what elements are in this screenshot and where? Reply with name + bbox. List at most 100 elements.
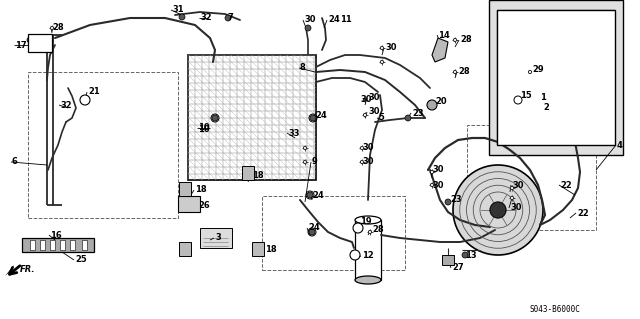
Circle shape: [307, 192, 313, 198]
Text: 30: 30: [385, 43, 397, 53]
Text: 30: 30: [432, 181, 444, 189]
Circle shape: [27, 37, 33, 43]
Text: 7: 7: [228, 13, 234, 23]
Circle shape: [511, 197, 514, 200]
Circle shape: [453, 165, 543, 255]
Text: 25: 25: [75, 256, 87, 264]
Bar: [497, 10, 615, 145]
Text: 6: 6: [12, 158, 18, 167]
Text: 17: 17: [15, 41, 27, 49]
Bar: [40, 240, 45, 250]
Polygon shape: [5, 265, 14, 276]
Text: 18: 18: [195, 186, 207, 195]
Text: 32: 32: [200, 13, 212, 23]
Text: 18: 18: [180, 246, 191, 255]
Text: 20: 20: [435, 98, 447, 107]
Bar: [252, 242, 264, 256]
Text: S043-B6000C: S043-B6000C: [530, 305, 581, 314]
Text: 3: 3: [215, 234, 221, 242]
Bar: [82, 240, 87, 250]
Text: 12: 12: [362, 251, 374, 261]
Text: 10: 10: [198, 125, 210, 135]
Bar: [179, 182, 191, 196]
Circle shape: [380, 60, 383, 63]
Circle shape: [405, 115, 411, 121]
Text: 1: 1: [540, 93, 546, 102]
Circle shape: [364, 98, 367, 101]
Text: 30: 30: [512, 181, 524, 189]
Text: 24: 24: [308, 224, 320, 233]
Circle shape: [490, 202, 506, 218]
Bar: [30, 240, 35, 250]
Text: 24: 24: [312, 190, 324, 199]
Text: 21: 21: [88, 87, 100, 97]
Text: 28: 28: [460, 35, 472, 44]
Ellipse shape: [355, 276, 381, 284]
Text: 4: 4: [617, 140, 623, 150]
Circle shape: [380, 46, 383, 49]
Circle shape: [51, 26, 54, 30]
Text: 30: 30: [510, 204, 522, 212]
Bar: [50, 240, 55, 250]
Circle shape: [445, 199, 451, 205]
Text: 28: 28: [52, 23, 63, 32]
Ellipse shape: [355, 216, 381, 224]
Circle shape: [353, 223, 363, 233]
Text: 16: 16: [50, 231, 61, 240]
Circle shape: [310, 115, 316, 121]
Bar: [22, 238, 94, 252]
Text: 33: 33: [288, 129, 300, 137]
Text: 11: 11: [340, 16, 352, 25]
Text: 13: 13: [465, 251, 477, 261]
Text: 30: 30: [368, 108, 380, 116]
Text: 22: 22: [577, 209, 589, 218]
Bar: [442, 255, 454, 265]
Circle shape: [225, 15, 231, 21]
Text: 24: 24: [315, 110, 327, 120]
Bar: [355, 220, 381, 280]
Text: 2: 2: [543, 103, 549, 113]
Bar: [70, 240, 75, 250]
Text: 30: 30: [304, 16, 316, 25]
Circle shape: [529, 70, 532, 74]
Text: 8: 8: [300, 63, 306, 72]
Bar: [467, 125, 596, 230]
Circle shape: [364, 113, 367, 117]
Circle shape: [212, 115, 218, 121]
Circle shape: [303, 160, 307, 164]
Text: 30: 30: [432, 166, 444, 174]
Circle shape: [305, 25, 311, 31]
Text: 30: 30: [360, 95, 371, 105]
Text: 27: 27: [452, 263, 463, 272]
Circle shape: [453, 70, 456, 74]
Circle shape: [511, 186, 514, 189]
Text: 9: 9: [312, 158, 317, 167]
Circle shape: [309, 229, 315, 235]
Text: FR.: FR.: [20, 265, 35, 275]
Text: 14: 14: [438, 31, 450, 40]
Circle shape: [369, 230, 372, 234]
Circle shape: [453, 38, 456, 41]
Text: 19: 19: [360, 218, 372, 226]
Polygon shape: [432, 38, 448, 62]
Circle shape: [462, 252, 468, 258]
Circle shape: [80, 95, 90, 105]
Circle shape: [303, 146, 307, 150]
Text: 30: 30: [362, 158, 374, 167]
Bar: [188, 55, 316, 180]
Text: 23: 23: [412, 108, 424, 117]
Text: 30: 30: [368, 93, 380, 102]
Circle shape: [430, 170, 434, 174]
Circle shape: [514, 96, 522, 104]
Text: 10: 10: [198, 123, 210, 132]
Circle shape: [427, 100, 437, 110]
Bar: [200, 228, 232, 248]
Text: 5: 5: [378, 114, 384, 122]
Bar: [28, 34, 52, 52]
Text: 23: 23: [450, 196, 461, 204]
Circle shape: [360, 160, 364, 164]
Circle shape: [47, 37, 53, 43]
Text: 18: 18: [252, 170, 264, 180]
Text: 15: 15: [520, 91, 532, 100]
Circle shape: [179, 14, 185, 20]
